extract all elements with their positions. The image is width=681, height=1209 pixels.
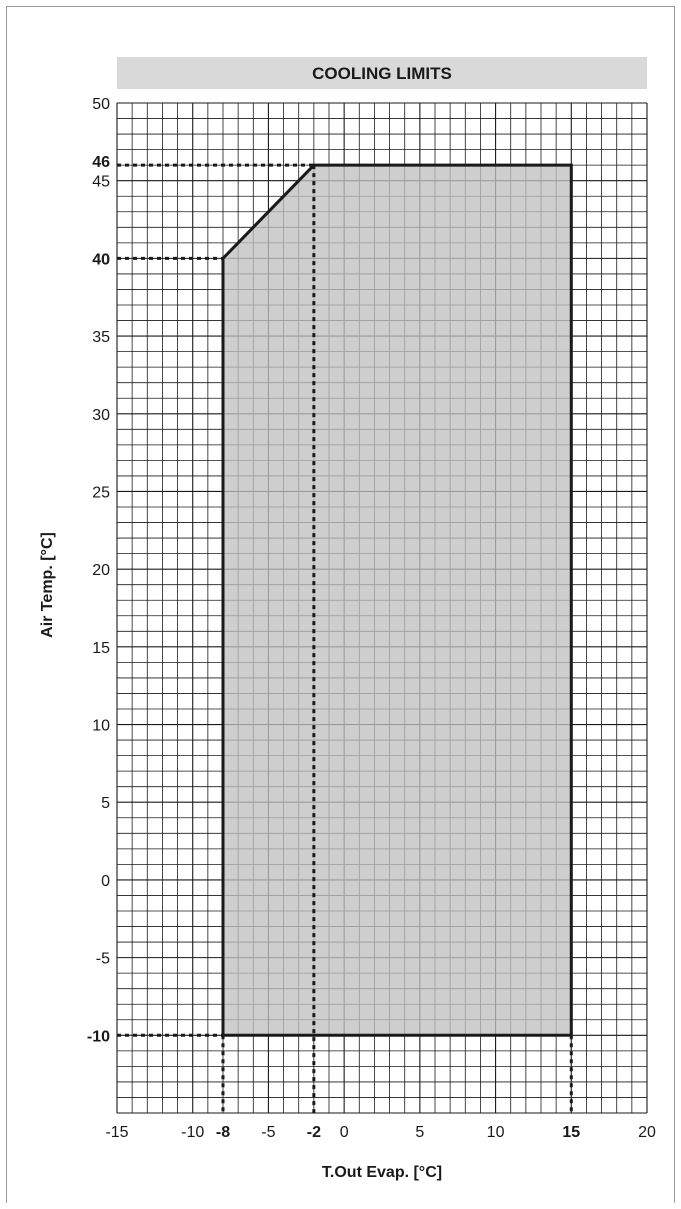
title-band (117, 57, 647, 89)
y-tick-label: 20 (92, 562, 110, 579)
y-tick-label: 50 (92, 96, 110, 113)
y-tick-label: 40 (92, 251, 110, 268)
y-tick-label: 25 (92, 484, 110, 501)
chart-title: COOLING LIMITS (312, 64, 452, 83)
x-tick-label-highlight: -8 (216, 1124, 230, 1141)
x-tick-label: -10 (181, 1124, 204, 1141)
y-tick-label-highlight: -10 (87, 1028, 110, 1045)
operating-region (221, 163, 573, 1037)
y-tick-label: 0 (101, 873, 110, 890)
x-tick-labels: -15 -10 -5 0 5 10 15 20-8 -2 15 (105, 1124, 656, 1141)
y-tick-label: 45 (92, 174, 110, 191)
envelope-area (221, 163, 573, 1037)
y-tick-label: 5 (101, 795, 110, 812)
x-tick-label: 20 (638, 1124, 656, 1141)
x-axis-title: T.Out Evap. [°C] (322, 1164, 442, 1181)
x-tick-label: -5 (261, 1124, 275, 1141)
y-tick-label: 35 (92, 329, 110, 346)
chart-frame (6, 6, 675, 1203)
y-tick-label: -5 (96, 951, 110, 968)
y-tick-label: 15 (92, 640, 110, 657)
x-tick-label-highlight: 15 (562, 1124, 580, 1141)
y-axis-title: Air Temp. [°C] (39, 532, 56, 638)
y-tick-label: 30 (92, 407, 110, 424)
y-tick-label: 10 (92, 718, 110, 735)
y-tick-label-highlight: 46 (92, 154, 110, 171)
x-tick-label-highlight: -2 (307, 1124, 321, 1141)
x-tick-label: 15 (562, 1124, 580, 1141)
guide-lines (117, 163, 573, 1113)
x-tick-label: 5 (415, 1124, 424, 1141)
x-tick-label: 0 (340, 1124, 349, 1141)
x-tick-label: 10 (487, 1124, 505, 1141)
x-tick-label: -15 (105, 1124, 128, 1141)
y-tick-label-highlight: 40 (92, 251, 110, 268)
